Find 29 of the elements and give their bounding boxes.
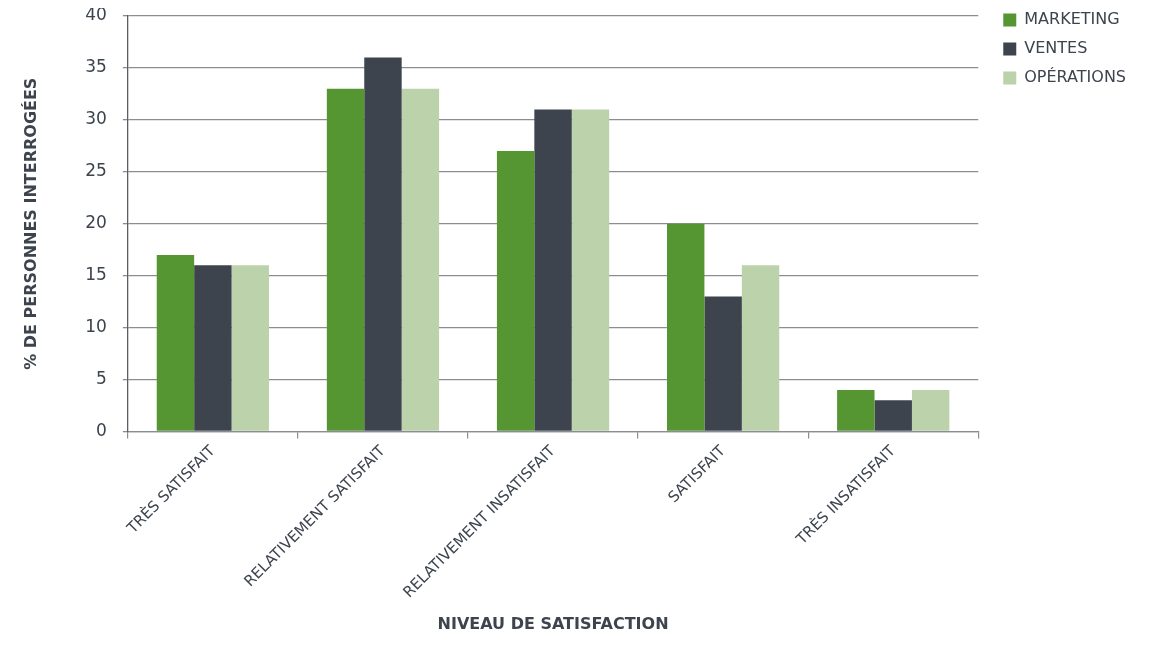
y-tick-label: 35 bbox=[85, 56, 107, 77]
bar bbox=[401, 88, 440, 431]
bar bbox=[194, 265, 232, 431]
y-tick-label: 10 bbox=[85, 316, 107, 337]
legend-label: OPÉRATIONS bbox=[1024, 67, 1126, 87]
y-tick-label: 15 bbox=[85, 264, 107, 285]
x-axis-title: NIVEAU DE SATISFACTION bbox=[437, 613, 669, 633]
y-axis-title: % DE PERSONNES INTERROGÉES bbox=[20, 77, 40, 370]
y-tick-label: 30 bbox=[85, 108, 107, 129]
bar bbox=[874, 400, 912, 431]
bar bbox=[231, 265, 269, 431]
bar bbox=[364, 57, 402, 431]
bar bbox=[496, 151, 535, 431]
bar bbox=[534, 109, 572, 431]
bar bbox=[837, 389, 875, 431]
bar bbox=[326, 88, 365, 431]
bar bbox=[911, 389, 950, 431]
y-tick-label: 5 bbox=[96, 367, 107, 388]
y-tick-label: 0 bbox=[96, 419, 107, 440]
y-tick-label: 25 bbox=[85, 160, 107, 181]
bar bbox=[741, 265, 780, 431]
bar bbox=[667, 223, 705, 431]
bar bbox=[704, 296, 742, 431]
bar bbox=[571, 109, 610, 431]
legend-label: MARKETING bbox=[1024, 9, 1120, 29]
y-tick-label: 20 bbox=[85, 212, 107, 233]
y-tick-label: 40 bbox=[85, 4, 107, 25]
bar bbox=[156, 254, 195, 431]
legend-label: VENTES bbox=[1024, 38, 1088, 58]
